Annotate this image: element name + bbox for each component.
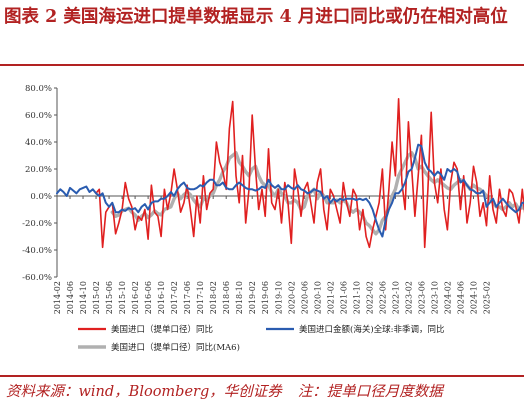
x-tick-label: 2024-06 <box>456 281 465 314</box>
x-tick-label: 2014-02 <box>53 281 62 314</box>
y-tick-label: 60.0% <box>25 111 52 121</box>
x-tick-label: 2014-10 <box>79 281 88 314</box>
x-tick-label: 2021-02 <box>326 281 335 314</box>
x-tick-label: 2023-10 <box>430 281 439 314</box>
y-tick-label: -40.0% <box>22 246 52 256</box>
series-line-customs-imports-yoy <box>56 143 524 238</box>
x-tick-label: 2022-10 <box>391 281 400 314</box>
x-tick-label: 2024-02 <box>443 281 452 314</box>
figure-label: 图表 2 <box>4 7 58 27</box>
y-tick-label: -60.0% <box>22 273 52 283</box>
x-tick-label: 2022-06 <box>378 281 387 314</box>
source-line: 资料来源：wind，Bloomberg，华创证券 注：提单口径月度数据 <box>6 380 518 404</box>
y-tick-label: 40.0% <box>25 138 52 148</box>
x-tick-label: 2020-10 <box>313 281 322 314</box>
x-tick-label: 2022-02 <box>365 281 374 314</box>
note-text: 注：提单口径月度数据 <box>297 384 443 400</box>
legend-label: 美国进口金额(海关)全球:非季调，同比 <box>299 324 445 335</box>
x-tick-label: 2014-06 <box>66 281 75 314</box>
x-tick-label: 2019-06 <box>261 281 270 314</box>
legend-label: 美国进口（提单口径）同比(MA6) <box>111 342 240 353</box>
source-text: 资料来源：wind，Bloomberg，华创证券 <box>6 384 282 400</box>
x-tick-label: 2019-02 <box>248 281 257 314</box>
x-tick-label: 2018-06 <box>222 281 231 314</box>
x-tick-label: 2020-06 <box>300 281 309 314</box>
y-tick-label: 20.0% <box>25 165 52 175</box>
x-tick-label: 2017-02 <box>170 281 179 314</box>
source-divider <box>0 375 524 377</box>
legend-label: 美国进口（提单口径）同比 <box>111 324 213 335</box>
x-tick-label: 2020-02 <box>287 281 296 314</box>
x-tick-label: 2015-10 <box>118 281 127 314</box>
x-tick-label: 2015-02 <box>92 281 101 314</box>
x-tick-label: 2018-02 <box>209 281 218 314</box>
x-tick-label: 2016-10 <box>157 281 166 314</box>
x-tick-label: 2025-02 <box>482 281 491 314</box>
series-line-bill-of-lading-ma6 <box>110 151 524 236</box>
y-tick-label: 0.0% <box>30 192 52 202</box>
y-tick-label: -20.0% <box>22 219 52 229</box>
x-tick-label: 2019-10 <box>274 281 283 314</box>
x-tick-label: 2016-02 <box>131 281 140 314</box>
x-tick-label: 2018-10 <box>235 281 244 314</box>
series-line-bill-of-lading-yoy <box>95 98 524 249</box>
title-divider <box>0 64 524 66</box>
y-tick-label: 80.0% <box>25 84 52 94</box>
x-tick-label: 2021-06 <box>339 281 348 314</box>
x-tick-label: 2023-02 <box>404 281 413 314</box>
x-tick-label: 2016-06 <box>144 281 153 314</box>
x-tick-label: 2017-10 <box>196 281 205 314</box>
figure-title-text: 美国海运进口提单数据显示 4 月进口同比或仍在相对高位 <box>63 7 508 27</box>
x-tick-label: 2017-06 <box>183 281 192 314</box>
x-tick-label: 2024-10 <box>469 281 478 314</box>
line-chart: -60.0% -40.0% -20.0% 0.0% 20.0% 40.0% 60.0% 80.… <box>22 84 524 353</box>
x-tick-label: 2015-06 <box>105 281 114 314</box>
x-tick-label: 2021-10 <box>352 281 361 314</box>
figure-title: 图表 2 美国海运进口提单数据显示 4 月进口同比或仍在相对高位 <box>4 4 520 31</box>
x-tick-label: 2023-06 <box>417 281 426 314</box>
